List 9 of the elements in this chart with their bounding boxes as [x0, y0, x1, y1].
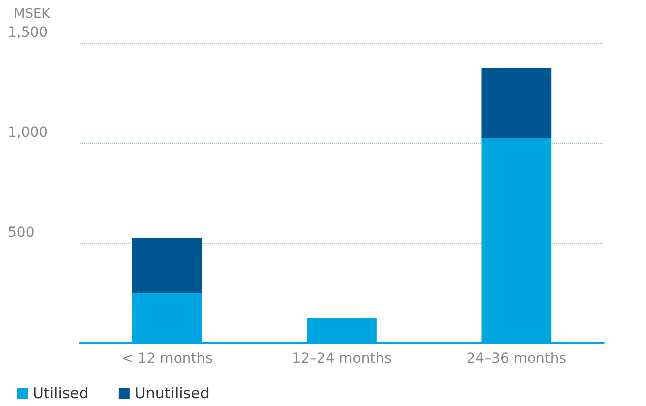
y-tick-label: 1,000	[8, 125, 48, 141]
legend-label: Utilised	[33, 384, 89, 402]
y-tick-label: 1,500	[8, 25, 48, 41]
x-tick-label: < 12 months	[122, 351, 213, 367]
legend-label: Unutilised	[134, 384, 210, 402]
y-axis-title: MSEK	[14, 7, 51, 22]
y-tick-label: 500	[8, 225, 35, 241]
x-tick-label: 24–36 months	[466, 351, 567, 367]
x-tick-label: 12–24 months	[292, 351, 392, 367]
